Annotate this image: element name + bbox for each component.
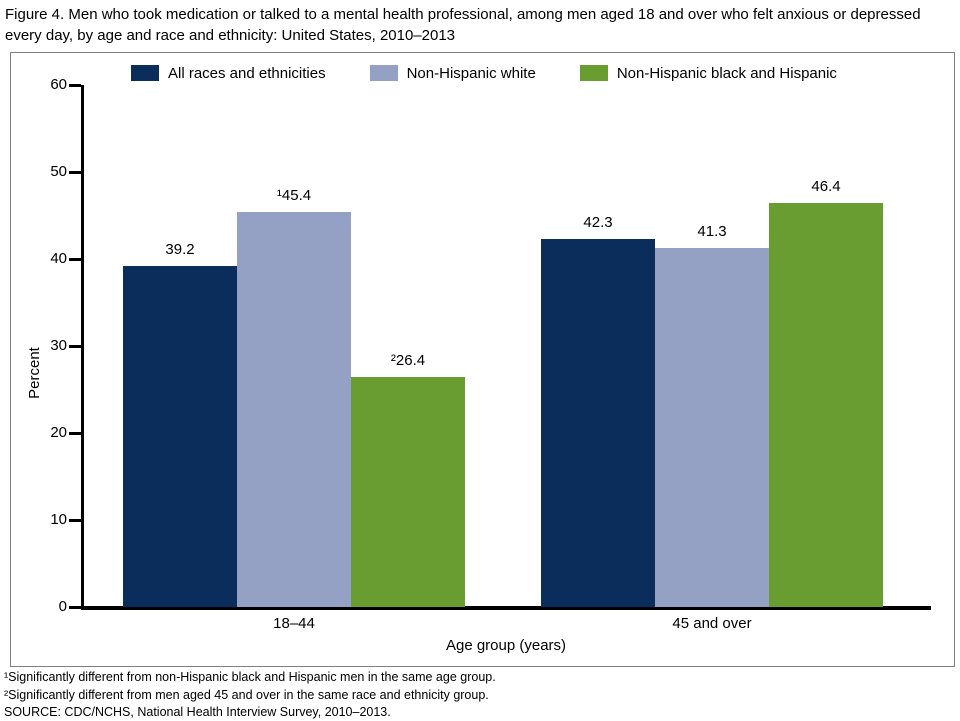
legend-swatch-icon: [369, 65, 398, 81]
legend-label: Non-Hispanic black and Hispanic: [616, 64, 837, 82]
y-tick: [69, 258, 81, 261]
plot-area: Percent Age group (years) 0 10 20 30 40 50 60 3…: [11, 53, 954, 666]
y-tick: [69, 84, 81, 87]
legend-swatch-icon: [579, 65, 608, 81]
footnote-2: ²Significantly different from men aged 4…: [4, 687, 489, 702]
bar-value-label: 39.2: [165, 241, 195, 258]
y-tick-label: 0: [58, 598, 67, 615]
y-tick: [69, 519, 81, 522]
footnote-1: ¹Significantly different from non-Hispan…: [4, 670, 496, 684]
y-tick-label: 10: [50, 511, 67, 528]
bar: [655, 248, 769, 607]
source-note: SOURCE: CDC/NCHS, National Health Interv…: [4, 705, 391, 719]
bar-value-label: ¹45.4: [276, 187, 312, 204]
y-tick: [69, 432, 81, 435]
y-tick-label: 40: [50, 250, 67, 267]
bar: [541, 239, 655, 607]
bar: [123, 266, 237, 607]
bar: [351, 377, 465, 607]
x-axis-line: [81, 606, 931, 610]
category-label: 18–44: [273, 615, 315, 632]
footnotes: ¹Significantly different from non-Hispan…: [4, 669, 954, 721]
x-axis-title: Age group (years): [445, 637, 567, 654]
bar-value-label: 46.4: [811, 178, 841, 195]
legend-item-1: All races and ethnicities: [131, 65, 326, 82]
legend-item-3: Non-Hispanic black and Hispanic: [579, 64, 837, 82]
y-tick-label: 20: [50, 424, 67, 441]
y-tick: [69, 171, 81, 174]
y-tick-label: 30: [50, 337, 67, 354]
bar: [237, 212, 351, 607]
bar-value-label: ²26.4: [390, 352, 426, 369]
y-tick-label: 60: [50, 76, 67, 93]
chart-box: All races and ethnicities Non-Hispanic wh…: [10, 52, 955, 667]
legend-swatch-icon: [131, 65, 159, 81]
bar: [769, 203, 883, 607]
legend-label: All races and ethnicities: [168, 64, 326, 82]
legend-item-2: Non-Hispanic white: [369, 64, 536, 82]
bar-value-label: 41.3: [697, 223, 727, 240]
legend-label: Non-Hispanic white: [406, 64, 536, 82]
bar-value-label: 42.3: [583, 214, 613, 231]
figure-title: Figure 4. Men who took medication or tal…: [5, 6, 921, 44]
y-axis-line: [81, 85, 84, 610]
y-tick: [69, 345, 81, 348]
y-tick: [69, 606, 81, 609]
y-tick-label: 50: [50, 163, 67, 180]
legend: All races and ethnicities Non-Hispanic wh…: [131, 61, 837, 85]
category-label: 45 and over: [672, 615, 752, 632]
